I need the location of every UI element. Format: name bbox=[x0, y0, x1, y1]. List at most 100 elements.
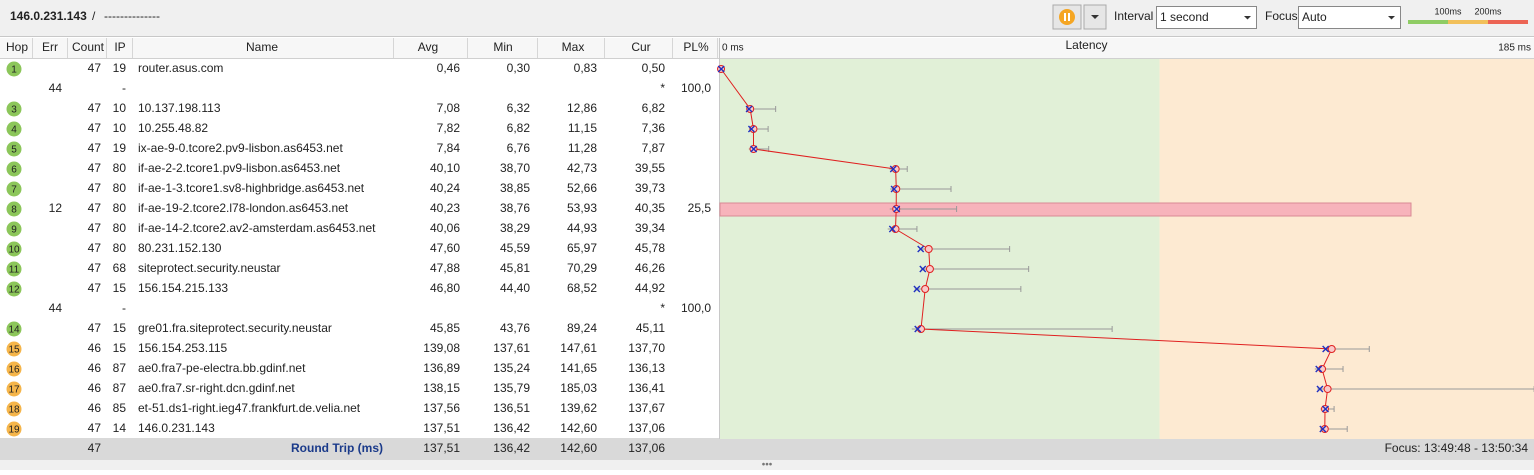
column-header: PL% bbox=[683, 40, 709, 54]
scale-warn bbox=[1448, 20, 1488, 24]
dropdown-arrow bbox=[1244, 16, 1251, 20]
footer-min: 136,42 bbox=[493, 441, 530, 455]
interval-label: Interval bbox=[1114, 9, 1153, 23]
interval-value: 1 second bbox=[1160, 10, 1209, 24]
cell-avg: 139,08 bbox=[423, 341, 460, 355]
cell-ip: 80 bbox=[113, 201, 127, 215]
hop-number: 7 bbox=[11, 185, 17, 196]
cell-count: 47 bbox=[88, 321, 102, 335]
avg-marker bbox=[892, 185, 901, 193]
cell-count: 47 bbox=[88, 281, 102, 295]
column-header: IP bbox=[114, 40, 125, 54]
cell-cur: 137,70 bbox=[628, 341, 665, 355]
cell-ip: 85 bbox=[113, 401, 127, 415]
cell-name: ae0.fra7-pe-electra.bb.gdinf.net bbox=[138, 361, 306, 375]
cell-ip: 80 bbox=[113, 181, 127, 195]
cell-count: 47 bbox=[88, 261, 102, 275]
cell-count: 46 bbox=[88, 361, 102, 375]
hop-badge bbox=[6, 141, 22, 157]
cell-min: 136,42 bbox=[493, 421, 530, 435]
focus-value: Auto bbox=[1302, 10, 1327, 24]
cell-min: 136,51 bbox=[493, 401, 530, 415]
column-header: Cur bbox=[631, 40, 650, 54]
avg-marker bbox=[891, 165, 900, 173]
cell-cur: 46,26 bbox=[635, 261, 665, 275]
column-header: Avg bbox=[418, 40, 438, 54]
footer-focus: Focus: 13:49:48 - 13:50:34 bbox=[1385, 441, 1529, 455]
cur-marker bbox=[890, 185, 898, 193]
cur-marker bbox=[747, 125, 755, 133]
hop-number: 1 bbox=[11, 65, 17, 76]
cell-avg: 45,85 bbox=[430, 321, 460, 335]
cell-avg: 7,82 bbox=[437, 121, 461, 135]
footer-avg: 137,51 bbox=[423, 441, 460, 455]
cell-ip: 19 bbox=[113, 141, 127, 155]
cell-name: if-ae-14-2.tcore2.av2-amsterdam.as6453.n… bbox=[138, 221, 376, 235]
cell-max: 89,24 bbox=[567, 321, 597, 335]
cell-max: 11,28 bbox=[568, 141, 597, 155]
dropdown-arrow bbox=[1388, 16, 1395, 20]
dropdown-arrow bbox=[1091, 15, 1099, 19]
avg-marker bbox=[921, 285, 930, 293]
zone-warn bbox=[1159, 59, 1534, 439]
cell-max: 68,52 bbox=[567, 281, 597, 295]
hop-badge bbox=[6, 361, 22, 377]
footer-max: 142,60 bbox=[560, 441, 597, 455]
cell-cur: 40,35 bbox=[635, 201, 665, 215]
cur-marker bbox=[917, 245, 925, 253]
cell-count: 47 bbox=[88, 241, 102, 255]
cell-cur: 0,50 bbox=[642, 61, 666, 75]
cur-marker bbox=[1322, 345, 1330, 353]
cell-count: 47 bbox=[88, 421, 102, 435]
cell-count: 46 bbox=[88, 401, 102, 415]
splitter[interactable] bbox=[0, 460, 1534, 470]
cell-count: 47 bbox=[88, 141, 102, 155]
cell-name: if-ae-2-2.tcore1.pv9-lisbon.as6453.net bbox=[138, 161, 341, 175]
interval-select[interactable] bbox=[1156, 6, 1257, 29]
cell-max: 141,65 bbox=[560, 361, 597, 375]
scale-label: 200ms bbox=[1474, 6, 1502, 16]
cell-ip: 14 bbox=[113, 421, 127, 435]
cell-max: 53,93 bbox=[567, 201, 597, 215]
cell-pl: 25,5 bbox=[688, 201, 712, 215]
cell-avg: 137,56 bbox=[423, 401, 460, 415]
pause-bar bbox=[1064, 13, 1066, 21]
cell-ip: 10 bbox=[113, 121, 127, 135]
cell-ip: 68 bbox=[113, 261, 127, 275]
avg-marker bbox=[746, 105, 755, 113]
cur-marker bbox=[893, 205, 901, 213]
hop-badge bbox=[6, 161, 22, 177]
cell-count: 47 bbox=[88, 181, 102, 195]
cell-avg: 7,08 bbox=[437, 101, 461, 115]
cell-count: 46 bbox=[88, 381, 102, 395]
cell-name: et-51.ds1-right.ieg47.frankfurt.de.velia… bbox=[138, 401, 361, 415]
cell-max: 185,03 bbox=[560, 381, 597, 395]
cell-cur: 39,55 bbox=[635, 161, 665, 175]
cur-marker bbox=[1316, 385, 1324, 393]
cell-ip: 87 bbox=[113, 381, 127, 395]
cell-name: ae0.fra7.sr-right.dcn.gdinf.net bbox=[138, 381, 295, 395]
cell-min: 6,82 bbox=[507, 121, 531, 135]
cell-cur: 137,67 bbox=[628, 401, 665, 415]
hop-number: 6 bbox=[11, 165, 17, 176]
cell-name: 10.137.198.113 bbox=[138, 101, 221, 115]
cell-ip: 87 bbox=[113, 361, 127, 375]
hop-number: 12 bbox=[8, 285, 20, 296]
avg-marker bbox=[749, 125, 758, 133]
hop-number: 17 bbox=[8, 385, 20, 396]
cell-ip: 80 bbox=[113, 161, 127, 175]
separator: / bbox=[92, 9, 96, 23]
cell-min: 135,79 bbox=[493, 381, 530, 395]
cell-name: if-ae-19-2.tcore2.l78-london.as6453.net bbox=[138, 201, 349, 215]
cell-name: if-ae-1-3.tcore1.sv8-highbridge.as6453.n… bbox=[138, 181, 365, 195]
cell-avg: 7,84 bbox=[437, 141, 461, 155]
focus-select[interactable] bbox=[1298, 6, 1401, 29]
cell-min: 45,81 bbox=[500, 261, 530, 275]
cell-cur: 6,82 bbox=[642, 101, 666, 115]
cell-max: 44,93 bbox=[567, 221, 597, 235]
cell-name: 80.231.152.130 bbox=[138, 241, 222, 255]
hop-number: 8 bbox=[11, 205, 17, 216]
hop-badge bbox=[6, 201, 22, 217]
cell-ip: 15 bbox=[113, 281, 127, 295]
cell-max: 0,83 bbox=[574, 61, 598, 75]
